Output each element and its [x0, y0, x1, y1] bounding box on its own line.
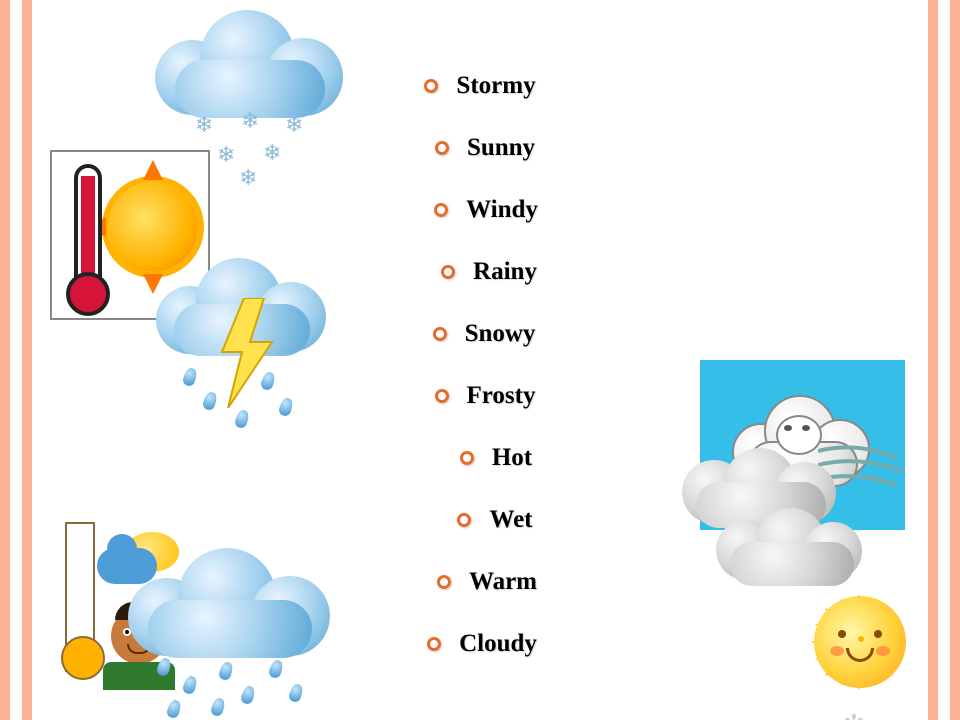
weather-word-item: Rainy: [320, 241, 640, 303]
weather-word-list: Stormy Sunny Windy Rainy Snowy Frosty Hot Wet Wa…: [320, 55, 640, 675]
bullet-icon: [435, 389, 449, 403]
bullet-icon: [424, 79, 438, 93]
weather-word-item: Cloudy: [320, 613, 640, 675]
weather-word-label: Windy: [466, 196, 538, 224]
weather-word-item: Sunny: [320, 117, 640, 179]
weather-word-item: Snowy: [320, 303, 640, 365]
weather-word-item: Warm: [320, 551, 640, 613]
bullet-icon: [437, 575, 451, 589]
storm-cloud-icon: [150, 252, 340, 437]
weather-word-label: Snowy: [465, 320, 536, 348]
bullet-icon: [435, 141, 449, 155]
sunny-icon: [770, 560, 950, 720]
weather-word-label: Hot: [492, 444, 532, 472]
weather-word-label: Warm: [469, 568, 537, 596]
bullet-icon: [457, 513, 471, 527]
bullet-icon: [433, 327, 447, 341]
weather-word-label: Cloudy: [459, 630, 537, 658]
bullet-icon: [427, 637, 441, 651]
weather-word-label: Stormy: [456, 72, 535, 100]
bullet-icon: [434, 203, 448, 217]
weather-word-item: Stormy: [320, 55, 640, 117]
rain-cloud-icon: [120, 540, 350, 715]
weather-word-item: Hot: [320, 427, 640, 489]
weather-word-label: Rainy: [473, 258, 537, 286]
bullet-icon: [441, 265, 455, 279]
weather-word-label: Frosty: [467, 382, 536, 410]
weather-word-item: Frosty: [320, 365, 640, 427]
weather-word-label: Wet: [489, 506, 532, 534]
bullet-icon: [460, 451, 474, 465]
border-stripe: [950, 0, 960, 720]
border-stripe: [0, 0, 10, 720]
weather-word-item: Windy: [320, 179, 640, 241]
border-stripe: [22, 0, 32, 720]
weather-word-item: Wet: [320, 489, 640, 551]
weather-word-label: Sunny: [467, 134, 535, 162]
